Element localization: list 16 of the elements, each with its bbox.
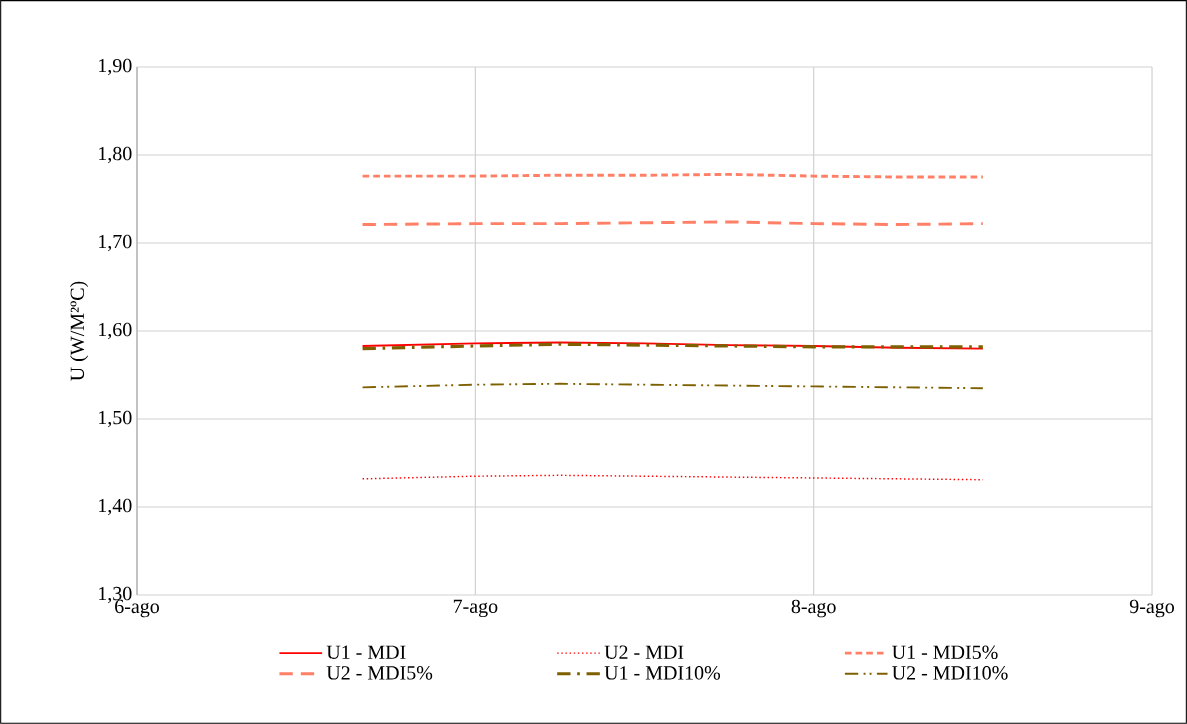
y-tick-label: 1,60 bbox=[99, 322, 132, 340]
y-tick-label: 1,90 bbox=[99, 58, 132, 76]
legend-label: U1 - MDI bbox=[326, 645, 406, 659]
legend-label: U1 - MDI10% bbox=[604, 666, 721, 680]
x-tick-label: 8-ago bbox=[791, 599, 836, 618]
legend-label: U2 - MDI bbox=[604, 645, 684, 659]
x-tick-label: 9-ago bbox=[1129, 599, 1175, 618]
legend-label: U1 - MDI5% bbox=[892, 645, 998, 660]
y-tick-label: 1,40 bbox=[99, 498, 132, 516]
x-tick-label: 7-ago bbox=[453, 599, 498, 618]
y-tick-label: 1,80 bbox=[99, 146, 132, 164]
legend-label: U2 - MDI5% bbox=[326, 666, 433, 680]
legend-label: U2 - MDI10% bbox=[892, 666, 1008, 680]
y-tick-label: 1,50 bbox=[99, 410, 132, 428]
y-axis-title: U (W/M²ºC) bbox=[70, 281, 89, 381]
y-tick-label: 1,70 bbox=[99, 234, 132, 252]
